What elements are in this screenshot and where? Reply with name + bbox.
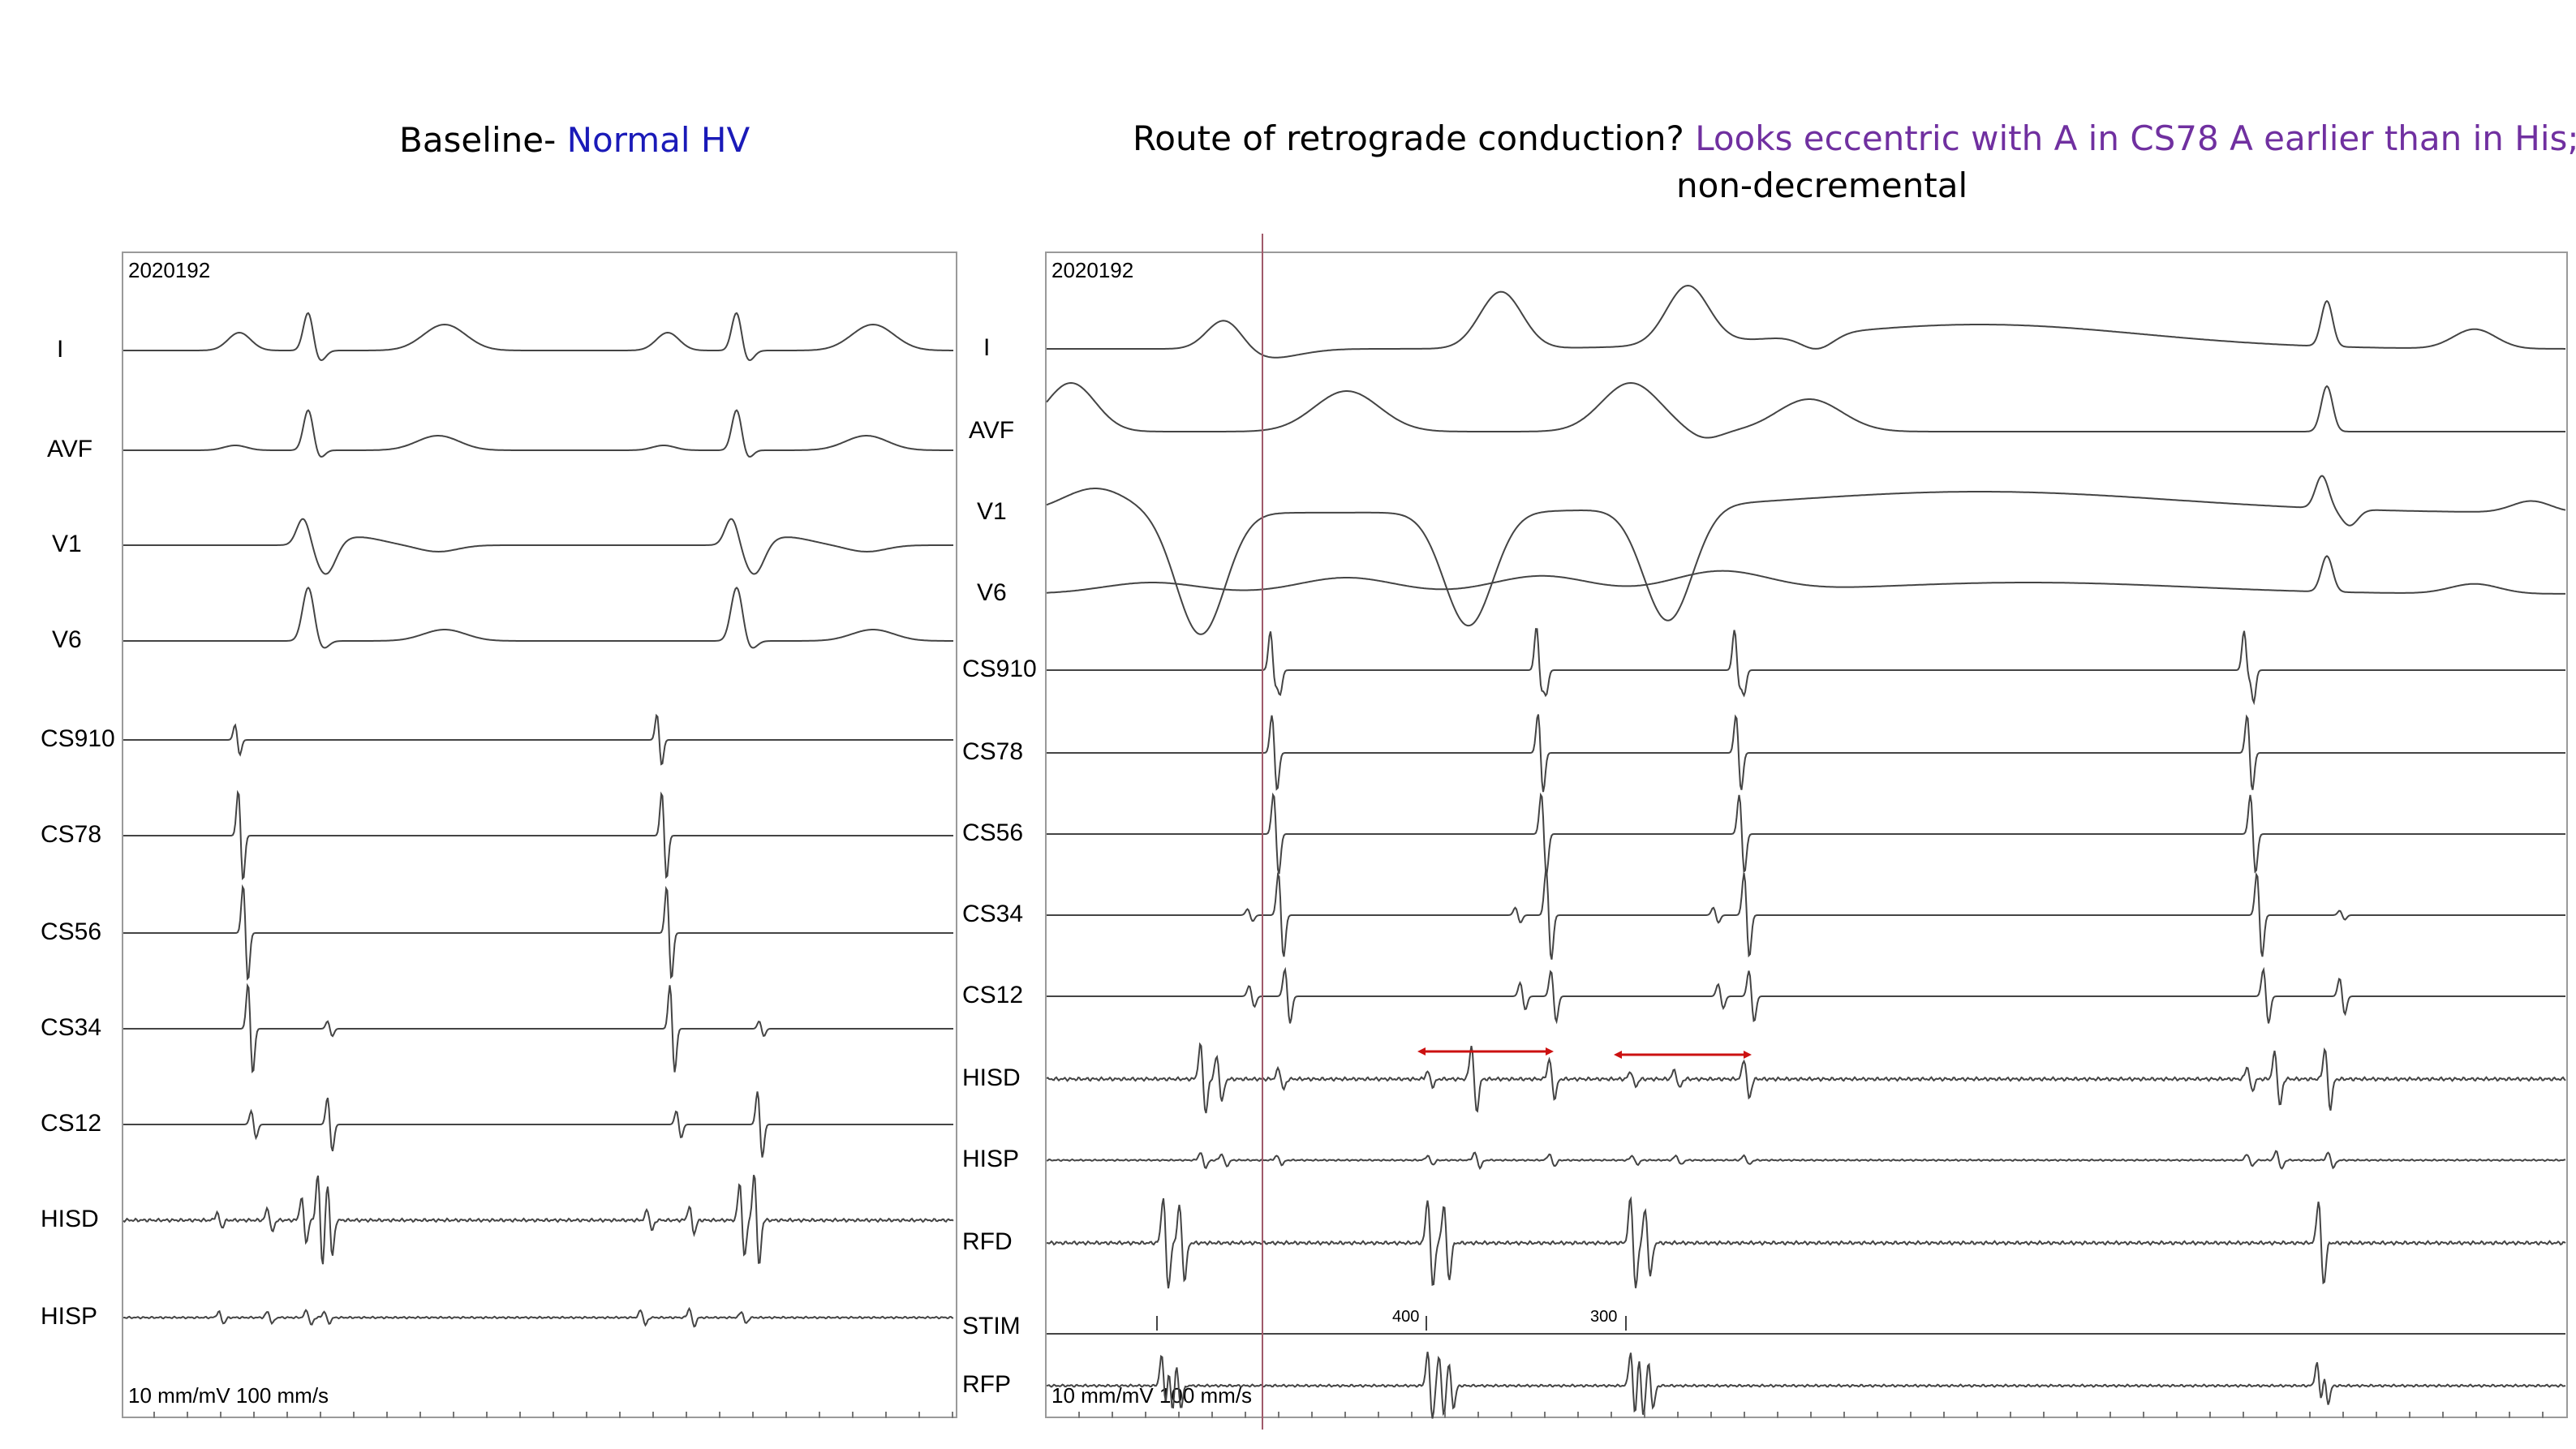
left-trace-10 [123, 1306, 954, 1328]
left-label-avf: AVF [47, 436, 93, 462]
left-label-i: I [57, 336, 64, 363]
timing-cursor-line [1262, 234, 1263, 1430]
right-trace-1 [1046, 381, 2565, 439]
left-trace-0 [123, 312, 953, 362]
patient-id: 2020192 [128, 258, 211, 282]
left-trace-6 [123, 884, 953, 981]
right-trace-11 [1046, 1196, 2566, 1289]
right-panel-subtitle: non-decremental [1676, 166, 1968, 205]
right-title-purple: Looks eccentric with A in CS78 A earlier… [1695, 118, 2576, 158]
left-panel-title: Baseline- Normal HV [399, 117, 750, 164]
right-trace-6 [1047, 792, 2565, 875]
left-label-cs910: CS910 [41, 725, 115, 752]
right-label-v1: V1 [977, 498, 1007, 525]
left-trace-9 [123, 1174, 954, 1265]
left-label-cs56: CS56 [41, 918, 102, 945]
right-label-cs78: CS78 [962, 738, 1024, 765]
right-panel-title: Route of retrograde conduction? Looks ec… [1133, 115, 2576, 162]
right-label-hisp: HISP [962, 1146, 1020, 1172]
right-label-avf: AVF [969, 417, 1015, 444]
left-trace-5 [123, 789, 953, 880]
right-label-cs56: CS56 [962, 819, 1024, 846]
left-title-prefix: Baseline- [399, 120, 567, 160]
right-trace-8 [1047, 966, 2565, 1025]
right-title-black: Route of retrograde conduction? [1133, 118, 1684, 158]
scale-text: 10 mm/mV 100 mm/s [128, 1383, 329, 1408]
left-label-hisp: HISP [41, 1303, 98, 1330]
right-trace-10 [1046, 1150, 2566, 1171]
time-ticks [153, 1412, 2544, 1418]
left-trace-2 [123, 518, 953, 575]
left-title-highlight: Normal HV [566, 120, 750, 160]
left-trace-4 [123, 713, 953, 766]
right-trace-4 [1047, 628, 2565, 706]
left-label-v6: V6 [52, 626, 82, 653]
right-trace-5 [1047, 714, 2565, 793]
left-trace-1 [123, 409, 953, 458]
right-label-cs12: CS12 [962, 982, 1024, 1008]
right-trace-group [1046, 284, 2566, 1419]
right-label-cs910: CS910 [962, 656, 1037, 682]
patient-id: 2020192 [1051, 258, 1134, 282]
left-label-cs34: CS34 [41, 1014, 102, 1041]
left-trace-3 [123, 586, 953, 649]
stim-label-400: 400 [1392, 1308, 1420, 1326]
right-trace-stim [1047, 1316, 2565, 1335]
right-label-rfp: RFP [962, 1371, 1011, 1398]
right-label-stim: STIM [962, 1313, 1021, 1339]
left-trace-group [123, 312, 954, 1328]
right-label-v6: V6 [977, 579, 1007, 606]
left-trace-7 [123, 982, 953, 1073]
right-label-i: I [983, 334, 991, 361]
right-label-cs34: CS34 [962, 901, 1024, 927]
right-label-rfd: RFD [962, 1228, 1013, 1255]
right-trace-3 [1046, 555, 2565, 595]
right-trace-0 [1047, 284, 2565, 359]
left-trace-8 [123, 1091, 953, 1158]
right-label-hisd: HISD [962, 1064, 1021, 1091]
right-trace-7 [1047, 869, 2565, 960]
left-label-cs12: CS12 [41, 1110, 102, 1137]
right-trace-rfp [1046, 1352, 2566, 1419]
right-trace-9 [1046, 1042, 2566, 1114]
left-label-hisd: HISD [41, 1206, 99, 1232]
stim-label-300: 300 [1590, 1308, 1618, 1326]
left-label-cs78: CS78 [41, 821, 102, 848]
right-trace-2 [1046, 475, 2566, 635]
left-label-v1: V1 [52, 531, 82, 557]
